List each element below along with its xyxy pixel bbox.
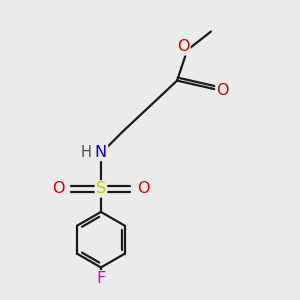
- Text: O: O: [137, 182, 149, 196]
- Text: S: S: [96, 182, 106, 196]
- Text: F: F: [96, 272, 106, 286]
- Text: O: O: [217, 83, 229, 98]
- Text: N: N: [95, 145, 107, 160]
- Text: H: H: [80, 145, 91, 160]
- Text: O: O: [177, 39, 189, 54]
- Text: O: O: [52, 182, 65, 196]
